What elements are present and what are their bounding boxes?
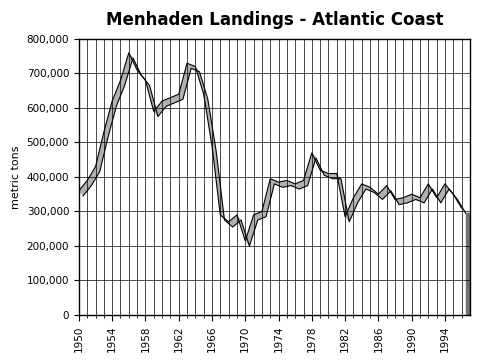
Polygon shape bbox=[403, 194, 415, 203]
Polygon shape bbox=[203, 94, 216, 151]
Polygon shape bbox=[212, 146, 224, 220]
Polygon shape bbox=[112, 80, 124, 106]
Polygon shape bbox=[286, 180, 299, 189]
Polygon shape bbox=[336, 174, 348, 222]
Polygon shape bbox=[344, 198, 357, 222]
Polygon shape bbox=[262, 179, 274, 217]
Polygon shape bbox=[104, 101, 116, 137]
Polygon shape bbox=[394, 198, 407, 205]
Polygon shape bbox=[465, 213, 473, 315]
Polygon shape bbox=[303, 153, 315, 185]
Y-axis label: metric tons: metric tons bbox=[11, 145, 21, 209]
Polygon shape bbox=[386, 185, 398, 205]
Title: Menhaden Landings - Atlantic Coast: Menhaden Landings - Atlantic Coast bbox=[106, 11, 442, 29]
Polygon shape bbox=[253, 212, 265, 220]
Polygon shape bbox=[361, 184, 373, 192]
Polygon shape bbox=[220, 215, 232, 227]
Polygon shape bbox=[195, 66, 207, 99]
Polygon shape bbox=[311, 153, 324, 175]
Polygon shape bbox=[87, 167, 99, 185]
Polygon shape bbox=[96, 132, 108, 172]
Polygon shape bbox=[295, 180, 307, 189]
Polygon shape bbox=[328, 174, 340, 179]
Polygon shape bbox=[179, 63, 191, 99]
Polygon shape bbox=[79, 180, 91, 196]
Polygon shape bbox=[187, 63, 199, 72]
Polygon shape bbox=[170, 94, 182, 103]
Polygon shape bbox=[320, 170, 332, 179]
Polygon shape bbox=[411, 194, 423, 203]
Polygon shape bbox=[154, 101, 166, 117]
Polygon shape bbox=[278, 180, 290, 187]
Polygon shape bbox=[129, 53, 141, 75]
Polygon shape bbox=[452, 194, 465, 213]
Polygon shape bbox=[427, 184, 440, 203]
Polygon shape bbox=[137, 70, 149, 86]
Polygon shape bbox=[436, 184, 448, 203]
Polygon shape bbox=[270, 179, 282, 187]
Polygon shape bbox=[245, 215, 257, 246]
Polygon shape bbox=[145, 80, 157, 117]
Polygon shape bbox=[378, 185, 390, 199]
Polygon shape bbox=[120, 53, 132, 86]
Polygon shape bbox=[444, 184, 456, 199]
Polygon shape bbox=[228, 215, 240, 227]
Polygon shape bbox=[353, 184, 365, 203]
Polygon shape bbox=[419, 184, 432, 203]
Polygon shape bbox=[237, 215, 249, 246]
Polygon shape bbox=[369, 187, 382, 199]
Polygon shape bbox=[162, 98, 174, 106]
